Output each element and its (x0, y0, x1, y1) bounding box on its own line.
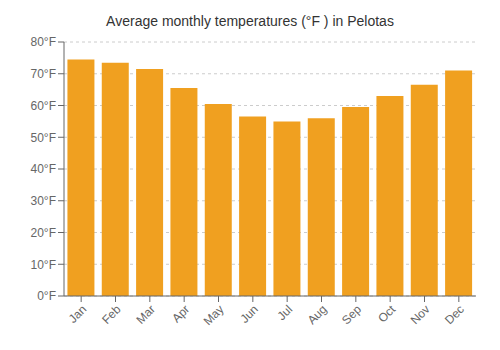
svg-text:Sep: Sep (339, 302, 364, 327)
svg-text:Mar: Mar (133, 302, 158, 327)
svg-text:Jul: Jul (275, 302, 296, 323)
html-text:Average monthly temperatures (: Average monthly temperatures (°F ) in Pe… (106, 13, 394, 29)
svg-text:70°F: 70°F (31, 67, 56, 81)
svg-text:0°F: 0°F (37, 289, 56, 303)
svg-text:Jun: Jun (237, 302, 261, 326)
svg-text:80°F: 80°F (31, 35, 56, 49)
svg-text:50°F: 50°F (31, 131, 56, 145)
svg-text:May: May (201, 302, 227, 328)
svg-text:Aug: Aug (305, 302, 330, 327)
svg-text:Jan: Jan (66, 302, 90, 326)
svg-text:Nov: Nov (408, 302, 433, 327)
svg-text:Dec: Dec (442, 302, 467, 327)
svg-text:40°F: 40°F (31, 162, 56, 176)
svg-text:30°F: 30°F (31, 194, 56, 208)
svg-text:10°F: 10°F (31, 258, 56, 272)
svg-text:Oct: Oct (375, 302, 399, 326)
svg-text:60°F: 60°F (31, 99, 56, 113)
svg-text:20°F: 20°F (31, 226, 56, 240)
svg-text:Feb: Feb (99, 302, 124, 327)
svg-text:Apr: Apr (169, 302, 192, 325)
